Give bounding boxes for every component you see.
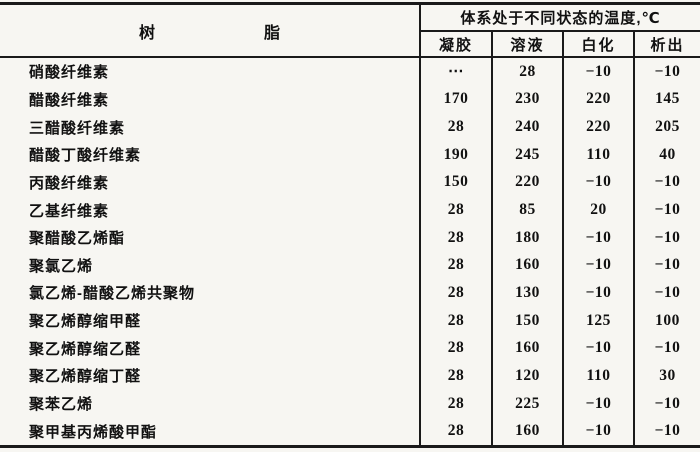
table-row: 氯乙烯-醋酸乙烯共聚物 28 130 −10 −10 (0, 279, 700, 307)
resin-name: 聚乙烯醇缩丁醛 (0, 362, 421, 390)
table-row: 丙酸纤维素 150 220 −10 −10 (0, 168, 700, 197)
gel-temperature: 28 (447, 256, 465, 274)
whitening-temperature: 110 (562, 362, 633, 390)
resin-column-header-label: 树脂 (138, 24, 389, 42)
solution-temperature: 160 (491, 417, 562, 445)
table-row: 聚乙烯醇缩乙醛 28 160 −10 −10 (0, 334, 700, 363)
solution-temperature: 130 (491, 279, 562, 307)
whitening-temperature: 125 (562, 306, 633, 335)
gel-temperature: 28 (447, 422, 465, 440)
gel-temperature: 28 (447, 311, 465, 329)
table-row: 醋酸丁酸纤维素 190 245 110 40 (0, 140, 700, 169)
resin-name: 聚乙烯醇缩甲醛 (0, 306, 421, 335)
column-header-whitening: 白化 (562, 32, 633, 56)
solution-temperature: 230 (491, 85, 562, 114)
gel-temperature: 28 (447, 339, 465, 357)
whitening-temperature: −10 (562, 334, 633, 363)
column-header-gel: 凝胶 (438, 36, 473, 54)
precipitation-temperature: −10 (633, 334, 700, 363)
whitening-temperature: −10 (562, 279, 633, 307)
gel-temperature: ⋯ (448, 63, 464, 81)
resin-name: 醋酸丁酸纤维素 (0, 140, 421, 169)
gel-temperature: 28 (447, 228, 465, 246)
solution-temperature: 150 (491, 306, 562, 335)
whitening-temperature: 110 (562, 140, 633, 169)
table-header: 树脂 体系处于不同状态的温度,℃ 凝胶 溶液 白化 析出 (0, 5, 700, 58)
table-row: 聚苯乙烯 28 225 −10 −10 (0, 389, 700, 418)
resin-name: 聚甲基丙烯酸甲酯 (0, 417, 421, 445)
gel-temperature: 170 (443, 90, 469, 108)
resin-column-header: 树脂 (0, 5, 421, 56)
resin-name: 丙酸纤维素 (0, 168, 421, 197)
resin-name: 聚氯乙烯 (0, 251, 421, 280)
solution-temperature: 28 (491, 58, 562, 86)
whitening-temperature: 220 (562, 113, 633, 141)
precipitation-temperature: −10 (633, 251, 700, 280)
precipitation-temperature: −10 (633, 417, 700, 445)
whitening-temperature: 220 (562, 85, 633, 114)
resin-name: 乙基纤维素 (0, 196, 421, 224)
whitening-temperature: −10 (562, 389, 633, 418)
table-row: 聚醋酸乙烯酯 28 180 −10 −10 (0, 223, 700, 252)
table-row: 醋酸纤维素 170 230 220 145 (0, 85, 700, 114)
whitening-temperature: 20 (562, 196, 633, 224)
table-row: 乙基纤维素 28 85 20 −10 (0, 196, 700, 224)
precipitation-temperature: 40 (633, 140, 700, 169)
whitening-temperature: −10 (562, 417, 633, 445)
resin-name: 三醋酸纤维素 (0, 113, 421, 141)
precipitation-temperature: 100 (633, 306, 700, 335)
resin-name: 醋酸纤维素 (0, 85, 421, 114)
gel-temperature: 28 (447, 201, 465, 219)
table-row: 聚甲基丙烯酸甲酯 28 160 −10 −10 (0, 417, 700, 445)
solution-temperature: 225 (491, 389, 562, 418)
solution-temperature: 220 (491, 168, 562, 197)
resin-name: 聚醋酸乙烯酯 (0, 223, 421, 252)
gel-temperature: 28 (447, 394, 465, 412)
temperature-group-header: 体系处于不同状态的温度,℃ (421, 5, 700, 32)
table-row: 三醋酸纤维素 28 240 220 205 (0, 113, 700, 141)
table-body: 硝酸纤维素 ⋯ 28 −10 −10 醋酸纤维素 170 230 220 145… (0, 58, 700, 445)
solution-temperature: 160 (491, 251, 562, 280)
resin-name: 聚乙烯醇缩乙醛 (0, 334, 421, 363)
solution-temperature: 240 (491, 113, 562, 141)
gel-temperature: 150 (443, 173, 469, 191)
solution-temperature: 180 (491, 223, 562, 252)
precipitation-temperature: −10 (633, 279, 700, 307)
precipitation-temperature: −10 (633, 58, 700, 86)
whitening-temperature: −10 (562, 223, 633, 252)
precipitation-temperature: −10 (633, 168, 700, 197)
whitening-temperature: −10 (562, 168, 633, 197)
whitening-temperature: −10 (562, 58, 633, 86)
table-row: 聚乙烯醇缩甲醛 28 150 125 100 (0, 306, 700, 335)
solution-temperature: 160 (491, 334, 562, 363)
table-row: 硝酸纤维素 ⋯ 28 −10 −10 (0, 58, 700, 86)
gel-temperature: 28 (447, 283, 465, 301)
solution-temperature: 85 (491, 196, 562, 224)
solution-temperature: 120 (491, 362, 562, 390)
state-column-headers: 凝胶 溶液 白化 析出 (421, 32, 700, 56)
temperature-header-group: 体系处于不同状态的温度,℃ 凝胶 溶液 白化 析出 (421, 5, 700, 56)
resin-name: 聚苯乙烯 (0, 389, 421, 418)
precipitation-temperature: −10 (633, 389, 700, 418)
gel-temperature: 190 (443, 145, 469, 163)
resin-name: 硝酸纤维素 (0, 58, 421, 86)
table-row: 聚氯乙烯 28 160 −10 −10 (0, 251, 700, 280)
precipitation-temperature: 205 (633, 113, 700, 141)
table-row: 聚乙烯醇缩丁醛 28 120 110 30 (0, 362, 700, 390)
column-header-precipitation: 析出 (633, 32, 700, 56)
column-header-solution: 溶液 (491, 32, 562, 56)
whitening-temperature: −10 (562, 251, 633, 280)
resin-name: 氯乙烯-醋酸乙烯共聚物 (0, 279, 421, 307)
precipitation-temperature: −10 (633, 223, 700, 252)
solution-temperature: 245 (491, 140, 562, 169)
gel-temperature: 28 (447, 118, 465, 136)
precipitation-temperature: −10 (633, 196, 700, 224)
gel-temperature: 28 (447, 366, 465, 384)
precipitation-temperature: 145 (633, 85, 700, 114)
precipitation-temperature: 30 (633, 362, 700, 390)
